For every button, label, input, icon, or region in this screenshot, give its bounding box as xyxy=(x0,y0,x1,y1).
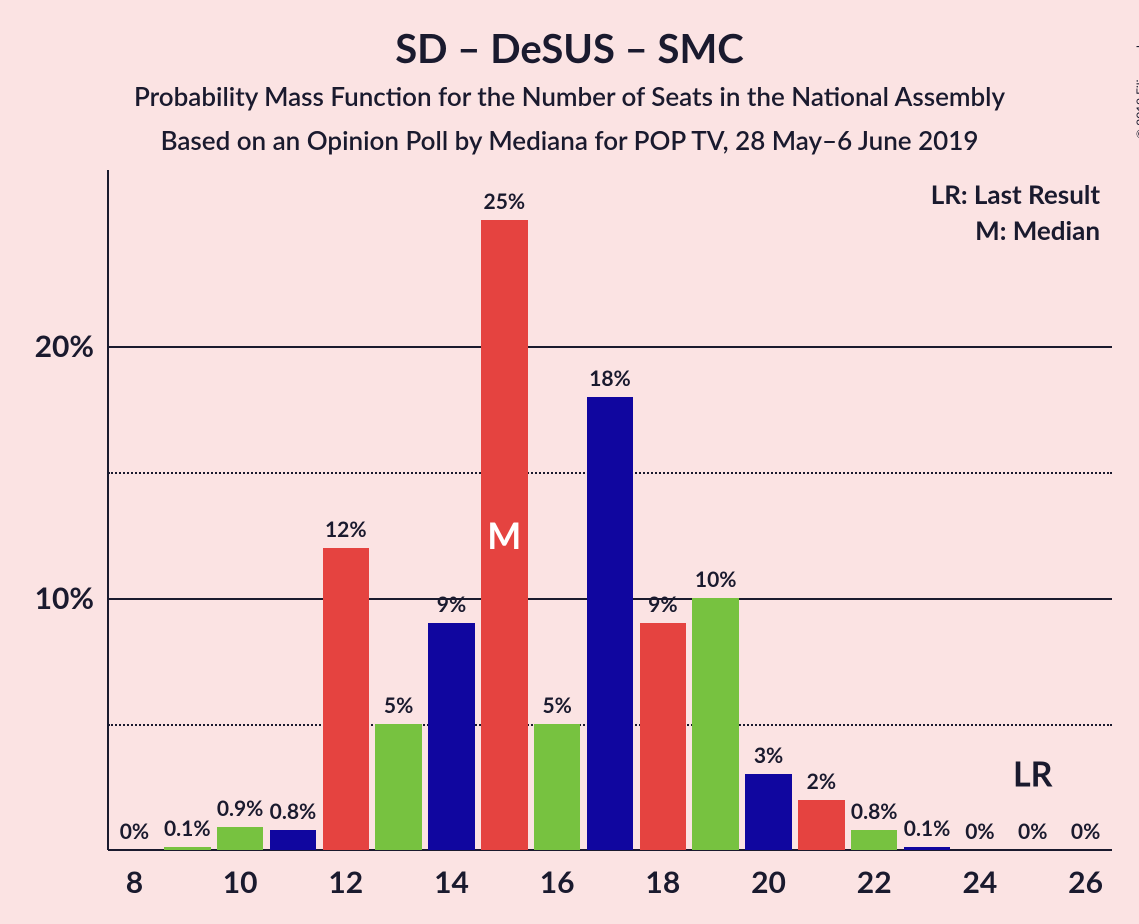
y-axis-line xyxy=(107,170,109,850)
bar: 3% xyxy=(745,774,792,850)
bar-value-label: 0.1% xyxy=(164,816,211,847)
bar: 2% xyxy=(798,800,845,850)
chart-subtitle-2: Based on an Opinion Poll by Mediana for … xyxy=(0,124,1139,156)
bar-value-label: 5% xyxy=(384,693,413,724)
chart-subtitle-1: Probability Mass Function for the Number… xyxy=(0,80,1139,112)
bar-value-label: 3% xyxy=(754,743,783,774)
bar-value-label: 18% xyxy=(589,366,631,397)
x-tick-label: 18 xyxy=(645,850,680,900)
bar-value-label: 0% xyxy=(1071,819,1100,850)
median-marker: M xyxy=(487,513,521,557)
copyright-text: © 2019 Filip van Laenen xyxy=(1133,10,1139,139)
bar-value-label: 0% xyxy=(120,819,149,850)
bar: 0.9% xyxy=(217,827,264,850)
plot-area: 10%20%81012141618202224260%0.1%0.9%0.8%1… xyxy=(108,170,1112,850)
bar: 12% xyxy=(323,548,370,850)
gridline-major xyxy=(108,346,1112,348)
bar: 10% xyxy=(692,598,739,850)
bar: 9% xyxy=(428,623,475,850)
bar-value-label: 0.8% xyxy=(851,799,898,830)
bar-value-label: 0% xyxy=(1018,819,1047,850)
bar: 0.8% xyxy=(851,830,898,850)
bar-value-label: 0.1% xyxy=(904,816,951,847)
bar-value-label: 10% xyxy=(695,567,737,598)
bar-value-label: 9% xyxy=(648,592,677,623)
chart-title: SD – DeSUS – SMC xyxy=(0,24,1139,72)
x-tick-label: 12 xyxy=(328,850,363,900)
bar-value-label: 0.9% xyxy=(217,796,264,827)
bar: 0.1% xyxy=(164,847,211,850)
bar: 5% xyxy=(375,724,422,850)
y-tick-label: 10% xyxy=(35,580,108,616)
bar-value-label: 12% xyxy=(325,517,367,548)
bar-value-label: 2% xyxy=(807,769,836,800)
x-tick-label: 20 xyxy=(751,850,786,900)
legend-median: M: Median xyxy=(975,214,1100,246)
x-tick-label: 8 xyxy=(126,850,143,900)
last-result-marker: LR xyxy=(1013,754,1053,795)
bar-value-label: 0% xyxy=(965,819,994,850)
bar-value-label: 0.8% xyxy=(270,799,317,830)
bar: 0.8% xyxy=(270,830,317,850)
x-tick-label: 24 xyxy=(962,850,997,900)
x-tick-label: 26 xyxy=(1068,850,1103,900)
bar-value-label: 5% xyxy=(542,693,571,724)
bar: 5% xyxy=(534,724,581,850)
x-tick-label: 22 xyxy=(857,850,892,900)
bar: 18% xyxy=(587,397,634,850)
y-tick-label: 20% xyxy=(35,328,108,364)
bar-value-label: 9% xyxy=(437,592,466,623)
bar: 9% xyxy=(640,623,687,850)
bar-value-label: 25% xyxy=(484,189,526,220)
x-tick-label: 16 xyxy=(540,850,575,900)
legend-lr: LR: Last Result xyxy=(931,178,1100,210)
x-tick-label: 14 xyxy=(434,850,469,900)
x-tick-label: 10 xyxy=(223,850,258,900)
bar: 0.1% xyxy=(904,847,951,850)
bar: 25%M xyxy=(481,220,528,850)
